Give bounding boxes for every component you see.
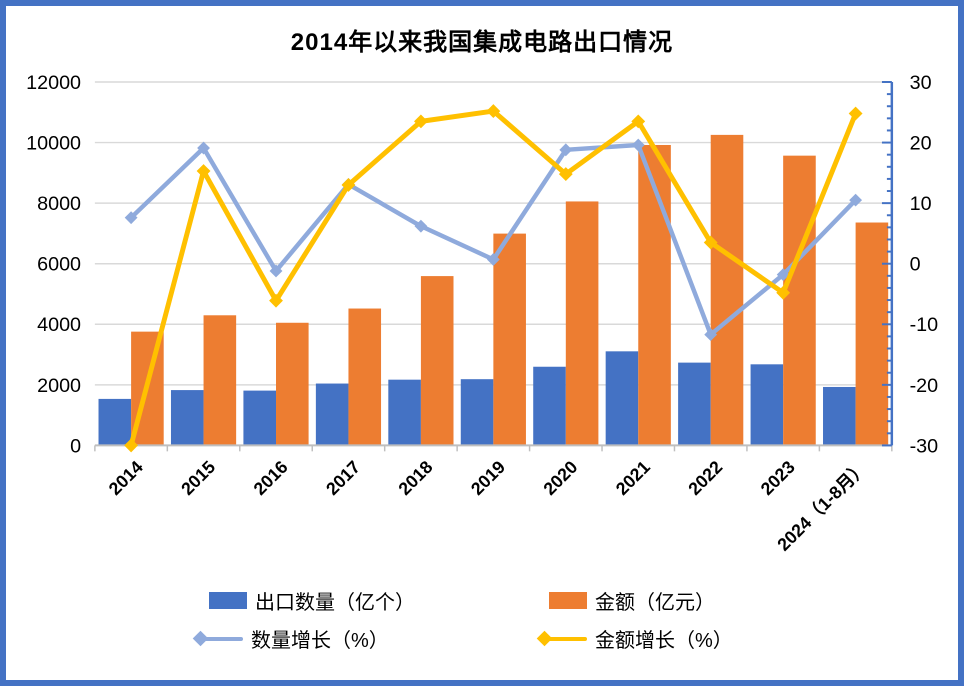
legend-item-amount: 金额（亿元）	[549, 586, 715, 615]
svg-text:-10: -10	[910, 314, 939, 336]
svg-text:-30: -30	[910, 435, 939, 457]
left-axis-labels: 0 2000 4000 6000 8000 10000 12000	[26, 72, 81, 457]
right-axis-labels: -30 -20 -10 0 10 20 30	[910, 72, 939, 457]
svg-text:2023: 2023	[757, 457, 799, 499]
bar-series-1	[131, 134, 889, 446]
svg-text:10000: 10000	[26, 132, 81, 154]
svg-text:30: 30	[910, 72, 932, 94]
legend-label: 数量增长（%）	[251, 630, 389, 652]
svg-text:2014: 2014	[105, 457, 147, 499]
line-swatch-yellow	[536, 630, 587, 647]
svg-text:2019: 2019	[467, 457, 509, 499]
bar-series-0	[98, 351, 856, 446]
svg-text:2016: 2016	[250, 457, 292, 499]
bar-swatch-orange	[549, 592, 587, 609]
svg-text:2022: 2022	[684, 457, 726, 499]
svg-text:12000: 12000	[26, 72, 81, 94]
legend-label: 出口数量（亿个）	[255, 592, 415, 614]
svg-text:-20: -20	[910, 375, 939, 397]
legend-item-amount-growth: 金额增长（%）	[536, 624, 733, 653]
chart-legend: 出口数量（亿个） 金额（亿元） 数量增长（%） 金额增长（%）	[6, 580, 958, 680]
legend-label: 金额增长（%）	[595, 630, 733, 652]
svg-text:10: 10	[910, 193, 932, 215]
combo-chart-plot: 0 2000 4000 6000 8000 10000 12000 -30 -20 -10 0 10 2…	[26, 72, 939, 555]
svg-text:6000: 6000	[37, 254, 81, 276]
svg-text:20: 20	[910, 132, 932, 154]
chart-title: 2014年以来我国集成电路出口情况	[290, 29, 674, 56]
x-axis-labels: 2014 2015 2016 2017 2018 2019 2020 2021 2022 2023…	[105, 457, 872, 555]
legend-label: 金额（亿元）	[595, 592, 715, 614]
svg-text:2015: 2015	[177, 457, 219, 499]
right-axis	[881, 81, 894, 447]
svg-text:0: 0	[70, 435, 81, 457]
x-axis	[94, 444, 893, 452]
line-series-0	[124, 138, 863, 341]
svg-text:2000: 2000	[37, 375, 81, 397]
svg-text:2020: 2020	[539, 457, 581, 499]
bar-swatch-blue	[209, 592, 247, 609]
svg-text:2017: 2017	[322, 457, 364, 499]
legend-item-quantity-growth: 数量增长（%）	[192, 624, 389, 653]
svg-text:8000: 8000	[37, 193, 81, 215]
line-swatch-lightblue	[192, 630, 243, 647]
svg-text:4000: 4000	[37, 314, 81, 336]
svg-text:0: 0	[910, 254, 921, 276]
svg-text:2021: 2021	[612, 457, 654, 499]
legend-item-export-quantity: 出口数量（亿个）	[209, 586, 415, 615]
svg-text:2018: 2018	[394, 457, 436, 499]
